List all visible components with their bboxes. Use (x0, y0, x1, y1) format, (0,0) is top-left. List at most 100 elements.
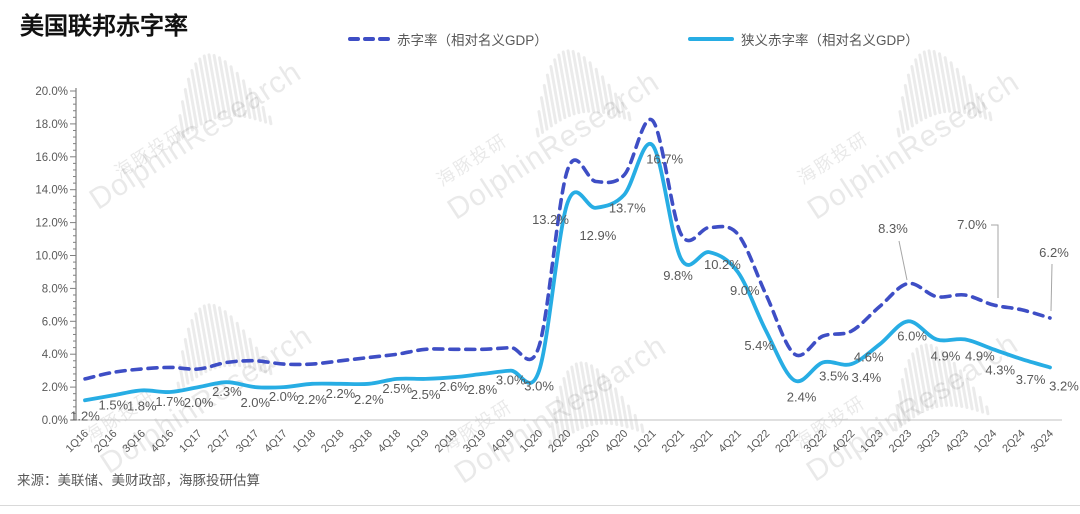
data-label: 9.8% (663, 268, 693, 283)
data-label: 3.7% (1016, 372, 1046, 387)
x-axis-label: 1Q16 (64, 428, 92, 456)
data-label: 2.5% (382, 381, 412, 396)
deficit-line (83, 117, 1052, 381)
dashed-line-swatch (348, 37, 390, 41)
y-axis-label: 6.0% (42, 316, 68, 328)
x-axis-label: 2Q21 (660, 428, 688, 456)
y-axis-label: 20.0% (35, 86, 68, 98)
data-label: 13.2% (532, 212, 569, 227)
x-axis-label: 3Q19 (461, 428, 489, 456)
x-axis-label: 2Q20 (546, 428, 574, 456)
x-axis-label: 1Q20 (518, 428, 546, 456)
data-label: 2.6% (439, 379, 469, 394)
data-label: 9.0% (730, 283, 760, 298)
data-label: 2.0% (184, 395, 214, 410)
x-axis-label: 4Q22 (830, 428, 858, 456)
x-axis-label: 3Q16 (120, 428, 148, 456)
leader-line (898, 240, 908, 281)
data-label: 2.0% (269, 389, 299, 404)
x-axis-label: 2Q23 (887, 428, 915, 456)
data-label: 1.2% (70, 408, 100, 423)
data-label: 4.9% (965, 348, 995, 363)
x-axis-label: 1Q18 (291, 428, 319, 456)
data-label: 1.7% (155, 394, 185, 409)
data-label: 5.4% (744, 338, 774, 353)
data-label: 3.5% (819, 368, 849, 383)
annotation-label: 7.0% (957, 217, 987, 232)
data-label: 3.0% (524, 379, 554, 394)
series-lines (83, 117, 1052, 403)
data-labels: 1.2%1.5%1.8%1.7%2.0%2.3%2.0%2.0%2.2%2.2%… (70, 151, 1079, 423)
legend-label-narrow-deficit: 狭义赤字率（相对名义GDP） (741, 33, 919, 48)
y-axis-label: 8.0% (42, 283, 68, 295)
data-label: 4.9% (931, 348, 961, 363)
x-axis-label: 4Q16 (149, 428, 177, 456)
legend-label-deficit: 赤字率（相对名义GDP） (397, 33, 548, 48)
data-label: 2.2% (354, 392, 384, 407)
data-label: 12.9% (579, 228, 616, 243)
x-axis-label: 2Q22 (773, 428, 801, 456)
data-label: 10.2% (704, 257, 741, 272)
x-axis-label: 2Q17 (205, 428, 233, 456)
solid-line-swatch (688, 37, 734, 41)
x-axis-label: 3Q17 (234, 428, 262, 456)
leader-line (991, 224, 999, 298)
y-axis-label: 12.0% (35, 218, 68, 230)
x-axis-label: 1Q21 (631, 428, 659, 456)
data-label: 2.2% (297, 392, 327, 407)
x-axis-label: 2Q16 (92, 428, 120, 456)
x-axis-label: 4Q20 (603, 428, 631, 456)
annotations: 8.3% 7.0% 6.2% (878, 217, 1069, 312)
legend-item-deficit: 赤字率（相对名义GDP） (348, 29, 548, 49)
data-label: 4.3% (985, 362, 1015, 377)
narrow-deficit-line (83, 141, 1052, 403)
x-axis-label: 3Q23 (915, 428, 943, 456)
data-label: 4.6% (854, 349, 884, 364)
legend-item-narrow-deficit: 狭义赤字率（相对名义GDP） (688, 29, 919, 49)
y-axis-label: 16.0% (35, 152, 68, 164)
data-label: 2.0% (240, 395, 270, 410)
data-label: 2.2% (326, 386, 356, 401)
page-title: 美国联邦赤字率 (20, 13, 188, 40)
x-axis-label: 2Q18 (319, 428, 347, 456)
x-axis-label: 2Q19 (433, 428, 461, 456)
leader-line (1050, 263, 1053, 312)
data-label: 16.7% (646, 151, 683, 166)
x-axis-label: 1Q23 (858, 428, 886, 456)
data-label: 3.2% (1049, 378, 1079, 393)
x-axis-label: 4Q17 (262, 428, 290, 456)
y-axis-label: 18.0% (35, 119, 68, 131)
x-axis-label: 1Q17 (177, 428, 205, 456)
y-axis-label: 0.0% (42, 415, 68, 427)
y-axis-label: 14.0% (35, 185, 68, 197)
page-bottom-divider (0, 505, 1080, 506)
x-axis-label: 4Q18 (376, 428, 404, 456)
data-label: 13.7% (609, 201, 646, 216)
data-label: 6.0% (897, 328, 927, 343)
data-label: 2.3% (212, 384, 242, 399)
x-axis-label: 4Q21 (716, 428, 744, 456)
x-axis-label: 3Q24 (1029, 428, 1057, 456)
x-axis-label: 2Q24 (1000, 428, 1028, 456)
y-axis-label: 2.0% (42, 382, 68, 394)
y-axis-label: 10.0% (35, 251, 68, 263)
data-label: 1.8% (127, 398, 157, 413)
annotation-label: 6.2% (1039, 245, 1069, 260)
x-axis-label: 3Q22 (801, 428, 829, 456)
data-label: 3.0% (496, 373, 526, 388)
source-note: 来源：美联储、美财政部，海豚投研估算 (17, 473, 260, 488)
data-label: 3.4% (852, 370, 882, 385)
data-label: 2.8% (468, 382, 498, 397)
x-axis-label: 3Q21 (688, 428, 716, 456)
x-axis-label: 1Q19 (404, 428, 432, 456)
x-axis-label: 4Q23 (943, 428, 971, 456)
x-axis-label: 3Q20 (574, 428, 602, 456)
y-axis-label: 4.0% (42, 349, 68, 361)
x-axis-label: 3Q18 (347, 428, 375, 456)
data-label: 2.5% (411, 387, 441, 402)
annotation-label: 8.3% (878, 221, 908, 236)
x-axis-label: 1Q24 (972, 428, 1000, 456)
data-label: 2.4% (787, 390, 817, 405)
